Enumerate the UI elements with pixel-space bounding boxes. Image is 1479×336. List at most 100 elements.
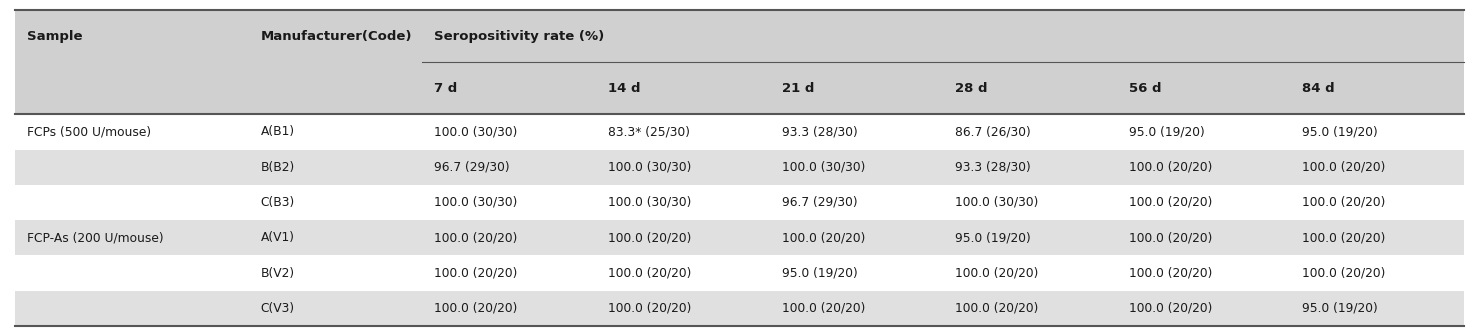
Bar	[596, 255, 769, 291]
Text: 100.0 (20/20): 100.0 (20/20)	[608, 266, 691, 280]
Text: 100.0 (30/30): 100.0 (30/30)	[955, 196, 1038, 209]
Text: 93.3 (28/30): 93.3 (28/30)	[955, 161, 1031, 174]
Bar	[423, 185, 596, 220]
Bar	[248, 291, 423, 326]
Bar	[423, 62, 596, 114]
Bar	[769, 150, 944, 185]
Text: 100.0 (30/30): 100.0 (30/30)	[435, 125, 518, 138]
Bar	[1291, 62, 1464, 114]
Bar	[596, 220, 769, 255]
Text: 96.7 (29/30): 96.7 (29/30)	[781, 196, 858, 209]
Text: FCP-As (200 U/mouse): FCP-As (200 U/mouse)	[27, 231, 163, 244]
Bar	[15, 150, 248, 185]
Text: 100.0 (30/30): 100.0 (30/30)	[781, 161, 865, 174]
Bar	[769, 10, 944, 62]
Text: 100.0 (20/20): 100.0 (20/20)	[1128, 302, 1213, 315]
Text: 21 d: 21 d	[781, 82, 813, 95]
Bar	[1291, 185, 1464, 220]
Bar	[423, 220, 596, 255]
Bar	[1117, 185, 1291, 220]
Text: 100.0 (20/20): 100.0 (20/20)	[781, 302, 865, 315]
Bar	[423, 291, 596, 326]
Text: 84 d: 84 d	[1303, 82, 1336, 95]
Bar	[1117, 114, 1291, 150]
Bar	[1291, 10, 1464, 62]
Text: 100.0 (30/30): 100.0 (30/30)	[435, 196, 518, 209]
Bar	[596, 185, 769, 220]
Bar	[769, 255, 944, 291]
Text: 100.0 (20/20): 100.0 (20/20)	[955, 266, 1038, 280]
Text: 100.0 (30/30): 100.0 (30/30)	[608, 161, 691, 174]
Text: 100.0 (20/20): 100.0 (20/20)	[1128, 266, 1213, 280]
Text: FCPs (500 U/mouse): FCPs (500 U/mouse)	[27, 125, 151, 138]
Text: 7 d: 7 d	[435, 82, 457, 95]
Text: 56 d: 56 d	[1128, 82, 1161, 95]
Text: B(V2): B(V2)	[260, 266, 294, 280]
Bar	[944, 185, 1117, 220]
Text: 100.0 (20/20): 100.0 (20/20)	[955, 302, 1038, 315]
Text: 100.0 (20/20): 100.0 (20/20)	[1303, 266, 1386, 280]
Text: 95.0 (19/20): 95.0 (19/20)	[955, 231, 1031, 244]
Bar	[1117, 150, 1291, 185]
Bar	[944, 220, 1117, 255]
Text: 100.0 (30/30): 100.0 (30/30)	[608, 196, 691, 209]
Bar	[15, 114, 248, 150]
Text: 100.0 (20/20): 100.0 (20/20)	[1128, 196, 1213, 209]
Text: 100.0 (20/20): 100.0 (20/20)	[1303, 161, 1386, 174]
Bar	[769, 114, 944, 150]
Text: Seropositivity rate (%): Seropositivity rate (%)	[435, 30, 605, 43]
Bar	[944, 255, 1117, 291]
Bar	[769, 62, 944, 114]
Text: B(B2): B(B2)	[260, 161, 294, 174]
Bar	[248, 114, 423, 150]
Bar	[1291, 291, 1464, 326]
Bar	[596, 291, 769, 326]
Bar	[769, 291, 944, 326]
Bar	[15, 255, 248, 291]
Text: 100.0 (20/20): 100.0 (20/20)	[1128, 161, 1213, 174]
Text: Manufacturer(Code): Manufacturer(Code)	[260, 30, 413, 43]
Bar	[248, 185, 423, 220]
Text: A(B1): A(B1)	[260, 125, 294, 138]
Text: 95.0 (19/20): 95.0 (19/20)	[1303, 302, 1378, 315]
Bar	[15, 220, 248, 255]
Bar	[769, 220, 944, 255]
Bar	[596, 114, 769, 150]
Text: Sample: Sample	[27, 30, 83, 43]
Bar	[248, 10, 423, 62]
Text: 100.0 (20/20): 100.0 (20/20)	[435, 302, 518, 315]
Bar	[944, 150, 1117, 185]
Text: C(B3): C(B3)	[260, 196, 294, 209]
Bar	[1117, 62, 1291, 114]
Bar	[596, 62, 769, 114]
Bar	[1291, 150, 1464, 185]
Text: 95.0 (19/20): 95.0 (19/20)	[1303, 125, 1378, 138]
Text: 100.0 (20/20): 100.0 (20/20)	[608, 302, 691, 315]
Text: 100.0 (20/20): 100.0 (20/20)	[435, 231, 518, 244]
Bar	[423, 150, 596, 185]
Bar	[944, 10, 1117, 62]
Bar	[423, 10, 596, 62]
Bar	[15, 62, 248, 114]
Text: C(V3): C(V3)	[260, 302, 294, 315]
Bar	[944, 291, 1117, 326]
Text: 96.7 (29/30): 96.7 (29/30)	[435, 161, 510, 174]
Bar	[1291, 255, 1464, 291]
Bar	[1291, 220, 1464, 255]
Bar	[248, 220, 423, 255]
Text: 28 d: 28 d	[955, 82, 988, 95]
Text: A(V1): A(V1)	[260, 231, 294, 244]
Text: 93.3 (28/30): 93.3 (28/30)	[781, 125, 858, 138]
Bar	[423, 114, 596, 150]
Bar	[15, 291, 248, 326]
Text: 100.0 (20/20): 100.0 (20/20)	[1303, 196, 1386, 209]
Text: 100.0 (20/20): 100.0 (20/20)	[781, 231, 865, 244]
Bar	[596, 150, 769, 185]
Bar	[1117, 255, 1291, 291]
Bar	[15, 185, 248, 220]
Text: 100.0 (20/20): 100.0 (20/20)	[1303, 231, 1386, 244]
Text: 100.0 (20/20): 100.0 (20/20)	[608, 231, 691, 244]
Text: 95.0 (19/20): 95.0 (19/20)	[1128, 125, 1204, 138]
Text: 95.0 (19/20): 95.0 (19/20)	[781, 266, 858, 280]
Bar	[1117, 291, 1291, 326]
